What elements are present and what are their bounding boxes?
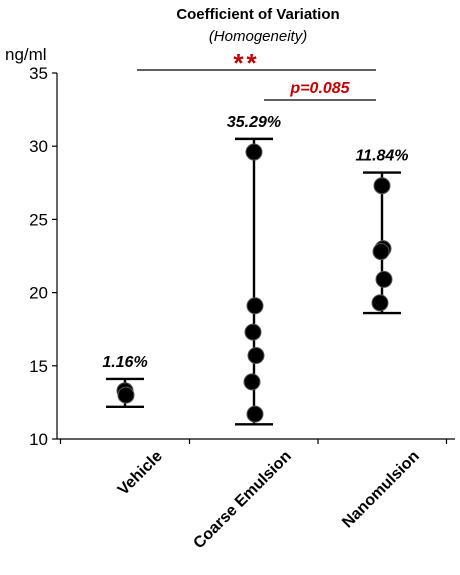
data-point [246,405,264,423]
chart-title: Coefficient of Variation [176,6,339,23]
significance-label: p=0.085 [289,80,350,97]
y-tick-label: 15 [29,357,48,376]
significance-brackets: ** p=0.085 [137,48,376,101]
cv-label: 11.84% [355,148,408,165]
y-tick-label: 10 [29,430,48,449]
y-axis-unit: ng/ml [5,45,47,64]
x-category-label: Vehicle [115,448,166,499]
y-tick-label: 25 [29,210,48,229]
data-point [243,373,261,391]
significance-label: ** [233,48,259,78]
data-groups: 1.16% 35.29% 11.84% [102,114,409,426]
y-tick-label: 35 [29,64,48,83]
axes: 10 15 20 25 30 35 Vehicle Coarse Emulsion Nanomu… [29,64,455,552]
data-point [246,297,264,315]
x-category-label: Coarse Emulsion [190,448,294,552]
group-0: 1.16% [102,354,148,408]
data-point [247,347,265,365]
y-tick-label: 30 [29,137,48,156]
data-point [373,177,391,195]
x-category-label: Nanomulsion [339,448,423,532]
data-point [371,294,389,312]
cv-label: 1.16% [102,354,147,371]
data-point [372,243,390,261]
cv-label: 35.29% [227,114,281,131]
y-tick-label: 20 [29,284,48,303]
data-point [245,143,263,161]
data-point [117,386,135,404]
data-point [244,323,262,341]
chart-subtitle: (Homogeneity) [209,28,307,45]
group-2: 11.84% [355,148,409,315]
data-point [375,270,393,288]
group-1: 35.29% [227,114,281,426]
